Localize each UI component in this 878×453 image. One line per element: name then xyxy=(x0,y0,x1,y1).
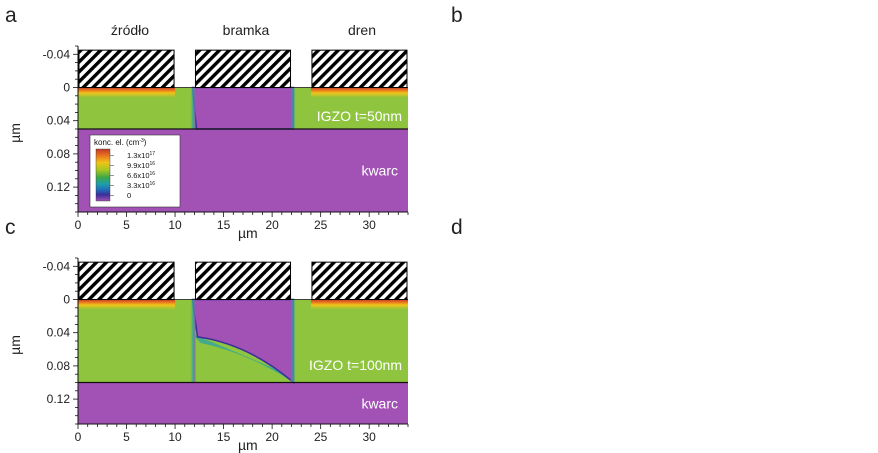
legend-entry-mantissa: 1.3x10 xyxy=(127,151,150,160)
substrate-label: kwarc xyxy=(361,395,398,411)
x-tick-label: 0 xyxy=(75,218,82,232)
source-accumulation xyxy=(78,87,176,98)
legend-title: konc. el. (cm-3) xyxy=(94,138,147,147)
y-axis-title: µm xyxy=(7,335,23,355)
gate-right-wall xyxy=(290,299,296,383)
legend-entry: 3.3x1016 xyxy=(127,181,155,190)
x-tick-label: 30 xyxy=(362,430,376,444)
source-contact xyxy=(78,49,175,88)
y-axis-title: µm xyxy=(7,123,23,143)
drain-contact xyxy=(311,261,408,300)
legend-entry: 0 xyxy=(127,191,131,200)
x-tick-label: 15 xyxy=(217,430,231,444)
concentration-legend: konc. el. (cm-3)1.3x10179.9x10166.6x1016… xyxy=(89,134,181,208)
panel-letter: c xyxy=(5,216,16,239)
source-contact xyxy=(78,261,175,300)
label-source: źródło xyxy=(111,22,149,38)
substrate-label: kwarc xyxy=(361,163,398,179)
x-tick-label: 20 xyxy=(265,218,279,232)
legend-entry-exp: 17 xyxy=(150,151,156,157)
y-tick-label: 0.12 xyxy=(47,392,71,406)
legend-title-main: konc. el. (cm xyxy=(94,138,140,147)
legend-entry-mantissa: 6.6x10 xyxy=(127,171,150,180)
x-tick-label: 10 xyxy=(168,218,182,232)
legend-entry-exp: 16 xyxy=(150,181,156,187)
gate-left-wall xyxy=(190,87,196,129)
y-tick-label: 0.04 xyxy=(47,326,71,340)
gate-contact xyxy=(194,261,292,300)
gate-right-wall xyxy=(290,87,296,129)
x-tick-label: 25 xyxy=(314,218,328,232)
legend-title-end: ) xyxy=(144,138,147,147)
y-tick-label: 0.12 xyxy=(47,180,71,194)
x-tick-label: 20 xyxy=(265,430,279,444)
panel-c: 0 5 10 15 20 25 30 -0.04 0 0.04 0.08 0.12 µm µm c IGZO … xyxy=(5,216,409,453)
legend-entry: 6.6x1016 xyxy=(127,171,155,180)
thickness-annotation: IGZO t=100nm xyxy=(309,357,402,373)
legend-entry: 1.3x1017 xyxy=(127,151,155,160)
y-tick-label: 0.04 xyxy=(47,114,71,128)
y-tick-label: 0.08 xyxy=(47,359,71,373)
x-tick-label: 5 xyxy=(123,430,130,444)
label-gate: bramka xyxy=(223,22,270,38)
x-axis-title: µm xyxy=(238,437,258,453)
x-tick-label: 25 xyxy=(314,430,328,444)
gate-contact xyxy=(194,49,292,88)
panel-letter: d xyxy=(451,216,463,239)
drain-contact xyxy=(311,49,408,88)
drain-accumulation xyxy=(310,87,408,98)
x-tick-label: 15 xyxy=(217,218,231,232)
legend-entry-exp: 16 xyxy=(150,171,156,177)
x-tick-label: 30 xyxy=(362,218,376,232)
y-tick-label: 0.08 xyxy=(47,147,71,161)
drain-accumulation xyxy=(310,299,408,310)
legend-entry-mantissa: 0 xyxy=(127,191,131,200)
substrate-region xyxy=(78,382,408,424)
legend-entry-mantissa: 3.3x10 xyxy=(127,181,150,190)
depletion-edge xyxy=(192,333,294,383)
y-tick-label: 0 xyxy=(63,81,70,95)
y-tick-label: -0.04 xyxy=(43,259,71,273)
legend-entry-mantissa: 9.9x10 xyxy=(127,161,150,170)
depletion-region xyxy=(191,86,295,130)
legend-entry: 9.9x1016 xyxy=(127,161,155,170)
x-axis-title: µm xyxy=(238,225,258,241)
thickness-annotation: IGZO t=50nm xyxy=(317,108,402,124)
x-tick-label: 0 xyxy=(75,430,82,444)
panel-b: 051015202530-0.0400.040.080.12µmµmbIGZO … xyxy=(451,4,463,27)
x-tick-label: 5 xyxy=(123,218,130,232)
panel-a: 0 5 10 15 20 25 30 -0.04 0 0.04 0.08 0.12 µm µm a IGZO … xyxy=(5,4,409,241)
gate-left-wall xyxy=(190,299,196,383)
legend-colorbar xyxy=(95,148,111,202)
x-tick-label: 10 xyxy=(168,430,182,444)
legend-entry-exp: 16 xyxy=(150,161,156,167)
panel-letter: a xyxy=(5,4,17,27)
legend-title-exp: -3 xyxy=(139,138,144,144)
panel-d: 051015202530-0.0400.040.080.12µmµmdIGZO … xyxy=(451,216,463,239)
y-tick-label: -0.04 xyxy=(43,47,71,61)
source-accumulation xyxy=(78,299,176,310)
y-tick-label: 0 xyxy=(63,293,70,307)
label-drain: dren xyxy=(348,22,376,38)
panel-letter: b xyxy=(451,4,463,27)
